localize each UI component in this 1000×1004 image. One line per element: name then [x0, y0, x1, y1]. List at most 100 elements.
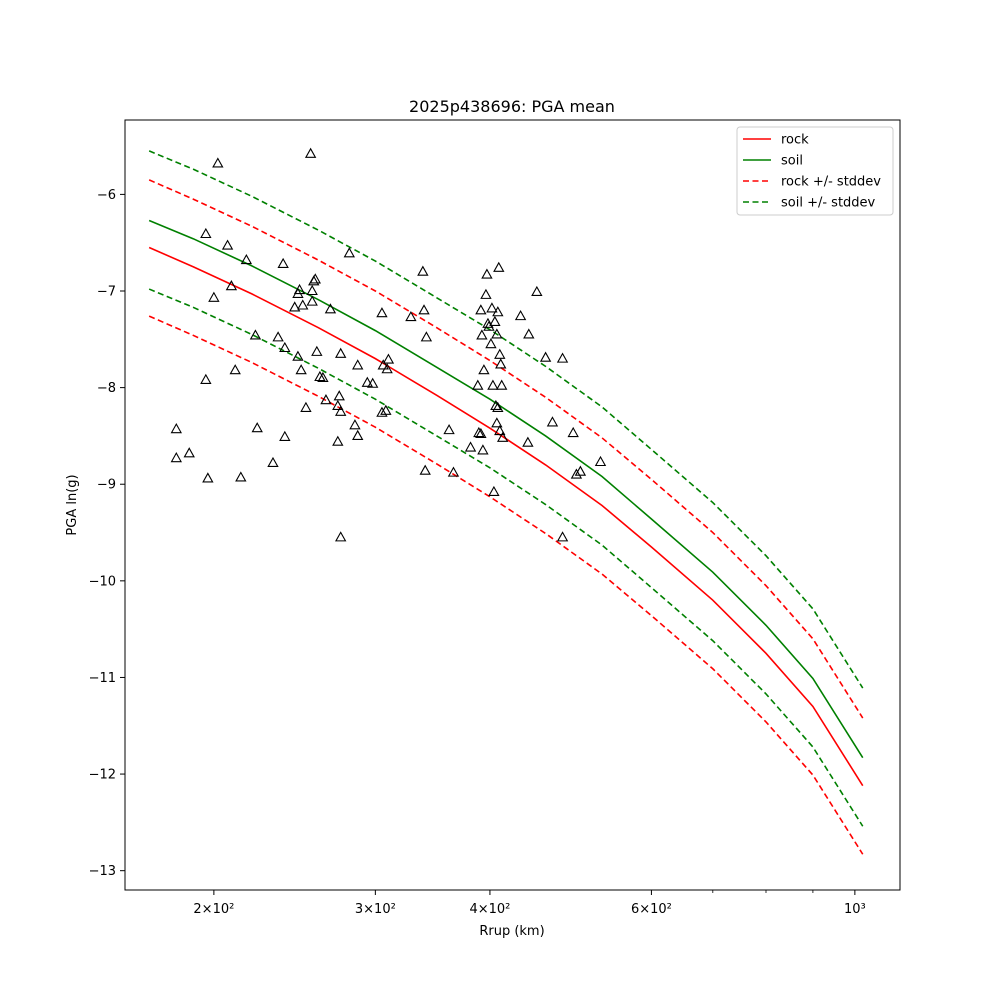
observation-point [292, 350, 304, 361]
observation-point [382, 353, 395, 364]
observation-point [293, 283, 306, 295]
observation-point [491, 417, 503, 428]
observation-point [418, 304, 430, 315]
observation-point [381, 363, 393, 374]
observation-point [523, 328, 535, 339]
observation-point [251, 422, 263, 433]
observation-point [464, 441, 477, 452]
observation-point [300, 401, 312, 412]
y-tick-label: −10 [89, 574, 116, 589]
observation-point [486, 302, 498, 313]
observation-point [483, 320, 495, 331]
observation-point [277, 257, 289, 269]
observation-point [324, 303, 337, 314]
chart-title: 2025p438696: PGA mean [409, 97, 615, 116]
observation-point [490, 399, 502, 411]
observation-point [475, 304, 487, 315]
series-line-soil-stddev-5 [148, 288, 864, 827]
observation-point [493, 261, 505, 272]
observation-point [494, 424, 506, 436]
y-tick-label: −11 [89, 671, 116, 686]
observation-point [306, 284, 318, 296]
observation-point [352, 429, 364, 440]
x-tick-label: 3×10² [355, 902, 396, 917]
observation-point [304, 147, 317, 158]
observation-point [311, 345, 323, 356]
observation-point [249, 329, 262, 340]
observation-point [485, 338, 497, 349]
observation-point [367, 377, 379, 388]
observation-point [594, 455, 607, 467]
observation-point [200, 227, 212, 239]
y-tick-label: −8 [97, 381, 116, 396]
plot-frame [124, 119, 901, 891]
observation-point [478, 364, 490, 375]
observation-point [352, 359, 364, 370]
observation-point [317, 371, 329, 383]
observation-point [546, 416, 559, 427]
y-tick-label: −12 [89, 768, 116, 783]
legend: rock soil rock +/- stddev soil +/- stddev [736, 126, 894, 216]
observation-point [492, 401, 504, 412]
x-axis-label: Rrup (km) [479, 924, 544, 939]
y-tick-label: −13 [89, 864, 116, 879]
y-axis-label: PGA ln(g) [65, 474, 80, 535]
observation-point [170, 423, 182, 434]
x-tick-label: 6×10² [631, 902, 672, 917]
observation-point [332, 399, 344, 411]
observation-point [235, 471, 247, 482]
observation-point [531, 285, 543, 297]
observation-point [405, 310, 417, 322]
observation-point [332, 435, 344, 446]
observation-point [208, 291, 220, 302]
observations-layer [170, 147, 607, 542]
observation-point [183, 447, 195, 458]
observation-point [472, 379, 484, 390]
observation-point [279, 341, 291, 353]
plot-content [148, 147, 864, 855]
observation-point [539, 351, 552, 362]
observation-point [496, 379, 508, 390]
observation-point [202, 472, 214, 483]
observation-point [279, 430, 291, 441]
observation-point [200, 373, 212, 384]
observation-point [417, 265, 429, 276]
observation-point [494, 348, 506, 359]
series-line-rock-stddev-2 [148, 179, 864, 719]
observation-point [487, 379, 499, 390]
series-line-soil-1 [148, 219, 864, 759]
observation-point [297, 299, 309, 310]
observation-point [477, 444, 489, 455]
observation-point [306, 295, 318, 306]
observation-point [570, 468, 583, 479]
observation-point [333, 390, 345, 401]
series-line-soil-stddev-4 [148, 150, 864, 689]
x-tick-label: 2×10² [193, 902, 234, 917]
legend-label: soil [781, 154, 803, 169]
y-tick-label: −9 [97, 478, 116, 493]
observation-point [495, 358, 507, 369]
observation-point [229, 364, 241, 375]
observation-point [380, 404, 392, 415]
observation-point [491, 328, 503, 339]
legend-label: soil +/- stddev [781, 196, 876, 211]
observation-point [419, 464, 431, 475]
observation-point [376, 406, 388, 417]
observation-point [170, 452, 182, 463]
observation-point [335, 347, 347, 358]
legend-label: rock [781, 133, 809, 148]
observation-point [567, 426, 579, 438]
legend-box [736, 126, 894, 216]
legend-label: rock +/- stddev [781, 175, 881, 190]
observation-point [447, 466, 460, 477]
observation-point [377, 359, 389, 370]
observation-point [272, 331, 284, 342]
observation-point [289, 301, 301, 312]
observation-point [361, 376, 373, 387]
observation-point [443, 424, 455, 435]
x-tick-label: 4×10² [469, 902, 510, 917]
observation-point [335, 405, 347, 416]
observation-point [489, 315, 501, 326]
